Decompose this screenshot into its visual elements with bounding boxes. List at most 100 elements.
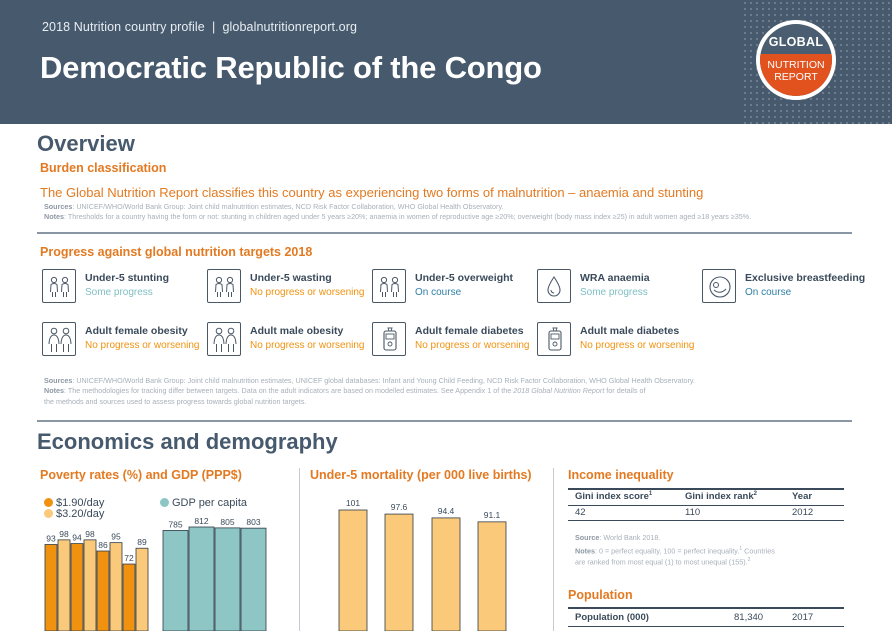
poverty-bar-1-90 — [70, 543, 84, 631]
poverty-chart-title: Poverty rates (%) and GDP (PPP$) — [40, 468, 242, 482]
target-status: Some progress — [85, 287, 153, 298]
table-rule — [568, 607, 844, 609]
gdp-bar — [188, 526, 215, 631]
target-card: Under-5 overweight On course — [372, 269, 537, 309]
site-link[interactable]: globalnutritionreport.org — [222, 20, 358, 34]
poverty-bar-1-90 — [122, 563, 136, 631]
target-status: No progress or worsening — [415, 340, 530, 351]
legend-swatch — [160, 498, 169, 507]
progress-notes: Notes: The methodologies for tracking di… — [44, 386, 646, 395]
panel-divider — [299, 468, 300, 631]
target-status: On course — [745, 287, 792, 298]
gdp-bar — [214, 527, 241, 631]
poverty-bar-1-90 — [44, 544, 58, 631]
poverty-bar-3-20 — [83, 539, 97, 631]
target-status: Some progress — [580, 287, 648, 298]
table-rule — [568, 626, 844, 627]
overview-title: Overview — [37, 131, 135, 156]
gdp-bar — [162, 530, 189, 631]
gdp-value-label: 805 — [220, 517, 234, 527]
poverty-value-label: 93 — [46, 534, 56, 544]
poverty-value-label: 94 — [72, 533, 82, 543]
target-card: Under-5 wasting No progress or worsening — [207, 269, 372, 309]
poverty-value-label: 72 — [124, 553, 134, 563]
progress-notes-line2: the methods and sources used to assess p… — [44, 397, 307, 406]
poverty-value-label: 95 — [111, 532, 121, 542]
glucose-meter-icon — [537, 322, 571, 356]
poverty-bar-3-20 — [57, 539, 71, 631]
economics-title: Economics and demography — [37, 429, 338, 454]
target-label: Exclusive breastfeeding — [745, 272, 866, 284]
target-label: WRA anaemia — [580, 272, 650, 284]
target-card: Adult male obesity No progress or worseni… — [207, 322, 372, 362]
two-children-icon — [42, 269, 76, 303]
poverty-bar-3-20 — [109, 542, 123, 631]
population-year: 2017 — [792, 612, 814, 623]
burden-text: The Global Nutrition Report classifies t… — [40, 185, 704, 200]
legend-swatch — [44, 498, 53, 507]
gdp-value-label: 812 — [194, 516, 208, 526]
two-children-icon — [372, 269, 406, 303]
gini-score-value: 42 — [575, 507, 586, 518]
mortality-value-label: 94.4 — [438, 506, 455, 516]
table-rule — [568, 488, 844, 490]
gini-score-header: Gini index score1 — [575, 491, 653, 503]
gini-rank-header: Gini index rank2 — [685, 491, 757, 503]
target-card: Adult female obesity No progress or worse… — [42, 322, 207, 362]
overview-notes: Notes: Thresholds for a country having t… — [44, 212, 752, 221]
target-label: Adult female obesity — [85, 325, 188, 337]
target-label: Adult male obesity — [250, 325, 344, 337]
overview-sources: Sources: UNICEF/WHO/World Bank Group: Jo… — [44, 202, 504, 211]
gini-rank-value: 110 — [685, 507, 701, 518]
target-status: No progress or worsening — [580, 340, 695, 351]
gdp-bar — [240, 527, 267, 631]
gini-year-value: 2012 — [792, 507, 814, 518]
legend-item-gdp: GDP per capita — [160, 497, 247, 509]
two-adults-icon — [207, 322, 241, 356]
legend-swatch — [44, 509, 53, 518]
target-status: No progress or worsening — [250, 287, 365, 298]
mortality-bar — [477, 521, 507, 631]
mortality-value-label: 97.6 — [391, 502, 408, 512]
progress-heading: Progress against global nutrition target… — [40, 245, 313, 259]
mortality-chart-title: Under-5 mortality (per 000 live births) — [310, 468, 532, 482]
panel-divider — [553, 468, 554, 631]
progress-sources: Sources: UNICEF/WHO/World Bank Group: Jo… — [44, 376, 695, 385]
mortality-bar — [384, 513, 414, 631]
population-title: Population — [568, 588, 633, 602]
target-label: Under-5 overweight — [415, 272, 514, 284]
poverty-value-label: 89 — [137, 537, 147, 547]
target-label: Under-5 stunting — [85, 272, 169, 284]
mortality-value-label: 91.1 — [484, 510, 501, 520]
target-status: No progress or worsening — [250, 340, 365, 351]
gdp-value-label: 785 — [168, 519, 182, 529]
population-label: Population (000) — [575, 612, 649, 623]
table-rule — [568, 520, 844, 521]
legend-item-1-90: $1.90/day — [44, 497, 104, 509]
burden-heading: Burden classification — [40, 161, 167, 175]
country-title: Democratic Republic of the Congo — [40, 50, 542, 85]
poverty-value-label: 86 — [98, 540, 108, 550]
header-subtitle: 2018 Nutrition country profile | globaln… — [42, 20, 358, 34]
year-header: Year — [792, 491, 813, 502]
poverty-value-label: 98 — [85, 529, 95, 539]
mortality-bar — [431, 517, 461, 631]
two-children-icon — [207, 269, 241, 303]
mortality-bar — [338, 509, 368, 631]
breastfeeding-icon — [702, 269, 736, 303]
target-status: On course — [415, 287, 462, 298]
target-status: No progress or worsening — [85, 340, 200, 351]
report-header: 2018 Nutrition country profile | globaln… — [0, 0, 892, 124]
glucose-meter-icon — [372, 322, 406, 356]
population-value: 81,340 — [734, 612, 764, 623]
blood-drop-icon — [537, 269, 571, 303]
target-card: Adult female diabetes No progress or wors… — [372, 322, 537, 362]
poverty-bar-3-20 — [135, 547, 149, 631]
legend-item-3-20: $3.20/day — [44, 508, 104, 520]
income-inequality-title: Income inequality — [568, 468, 674, 482]
target-label: Adult male diabetes — [580, 325, 680, 337]
target-card: Adult male diabetes No progress or worsen… — [537, 322, 702, 362]
income-notes: Notes: 0 = perfect equality, 100 = perfe… — [575, 546, 775, 556]
target-label: Under-5 wasting — [250, 272, 332, 284]
